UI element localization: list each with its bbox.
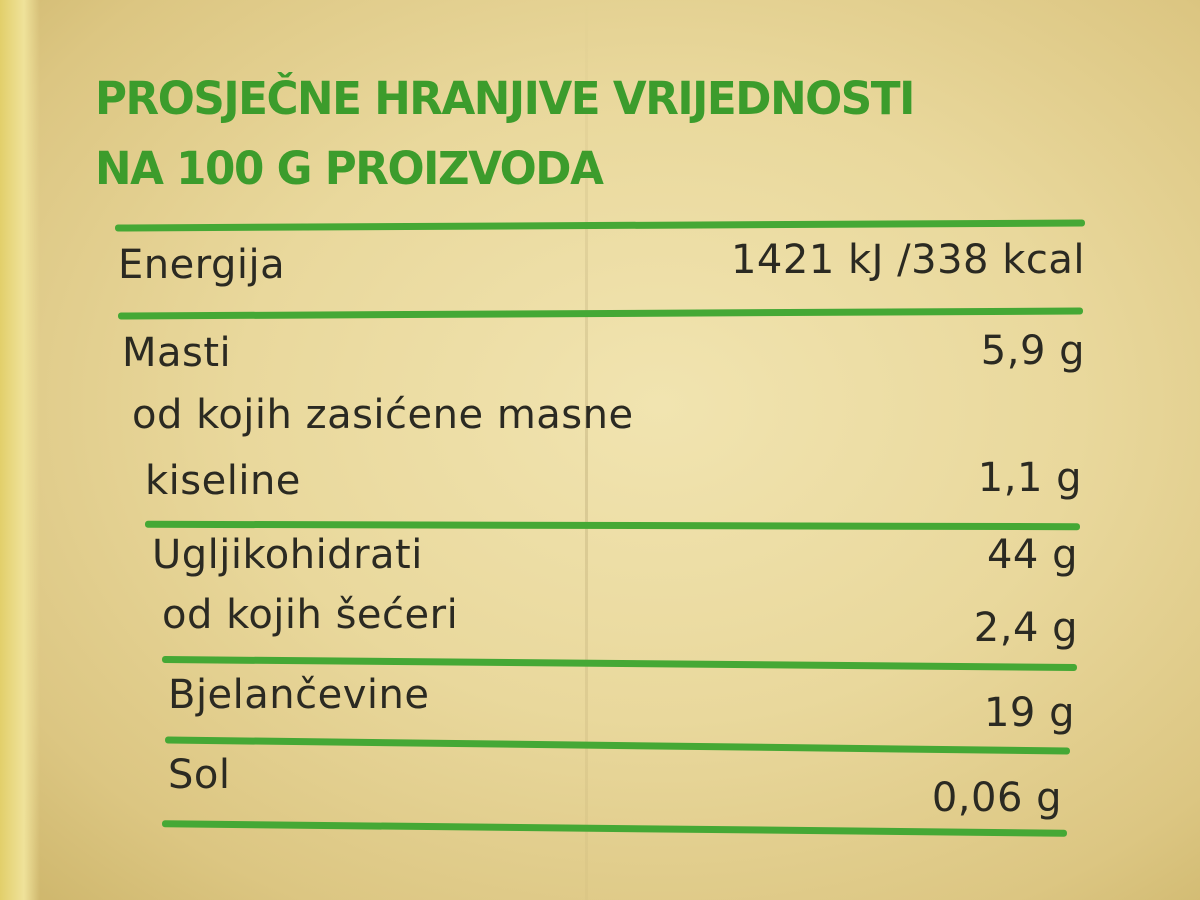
divider bbox=[144, 520, 1081, 531]
label-title-line1: PROSJEČNE HRANJIVE VRIJEDNOSTI bbox=[95, 72, 915, 125]
divider bbox=[164, 736, 1071, 755]
row-value-protein: 19 g bbox=[983, 690, 1075, 736]
row-value-salt: 0,06 g bbox=[931, 775, 1062, 821]
row-value-energy: 1421 kJ /338 kcal bbox=[730, 237, 1085, 283]
divider bbox=[117, 307, 1084, 320]
row-label-protein: Bjelančevine bbox=[168, 672, 430, 718]
row-label-carbohydrates: Ugljikohidrati bbox=[152, 532, 423, 578]
row-label-saturated-line1: od kojih zasićene masne bbox=[132, 392, 634, 438]
row-label-energy: Energija bbox=[118, 242, 286, 288]
divider bbox=[161, 820, 1068, 837]
row-label-saturated: kiseline bbox=[145, 458, 301, 504]
label-title-line2: NA 100 G PROIZVODA bbox=[95, 142, 604, 195]
paper-fold bbox=[585, 0, 588, 900]
row-label-sugars: od kojih šećeri bbox=[162, 592, 459, 638]
row-value-saturated: 1,1 g bbox=[977, 455, 1082, 501]
row-value-sugars: 2,4 g bbox=[973, 605, 1078, 651]
divider bbox=[161, 656, 1078, 671]
row-label-salt: Sol bbox=[168, 752, 231, 798]
row-value-carbohydrates: 44 g bbox=[986, 532, 1078, 578]
row-value-fat: 5,9 g bbox=[980, 328, 1085, 374]
row-label-fat: Masti bbox=[122, 330, 232, 376]
divider bbox=[114, 219, 1086, 232]
package-edge bbox=[0, 0, 40, 900]
